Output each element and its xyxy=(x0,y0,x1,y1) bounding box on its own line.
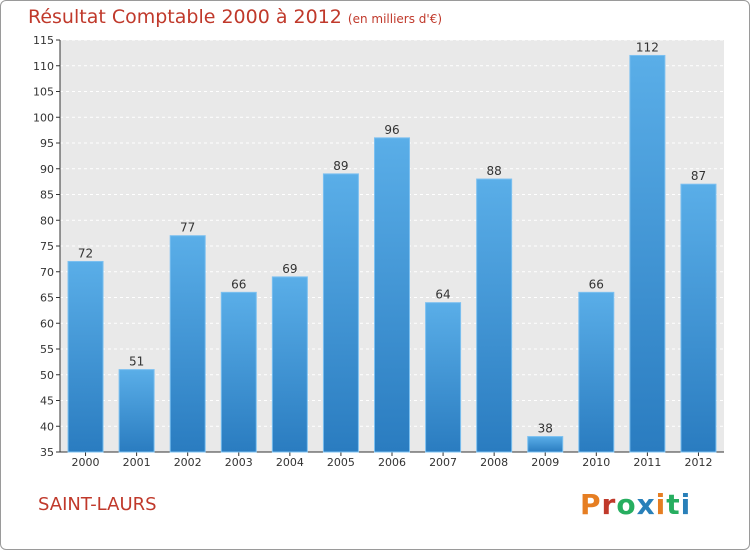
data-label-2009: 38 xyxy=(538,422,553,436)
y-tick-label: 35 xyxy=(40,446,54,459)
x-tick-label-2003: 2003 xyxy=(225,456,253,469)
bar-2007 xyxy=(425,302,462,453)
logo-letter: t xyxy=(666,488,681,521)
data-label-2012: 87 xyxy=(691,169,706,183)
x-tick-label-2010: 2010 xyxy=(582,456,610,469)
bar-2009 xyxy=(527,436,564,453)
y-tick-label: 55 xyxy=(40,343,54,356)
logo-letter: i xyxy=(655,488,667,521)
data-label-2011: 112 xyxy=(636,40,659,54)
chart-title-text: Résultat Comptable 2000 à 2012 xyxy=(28,6,342,28)
data-label-2002: 77 xyxy=(180,221,195,235)
x-tick-label-2008: 2008 xyxy=(480,456,508,469)
data-label-2001: 51 xyxy=(129,355,144,369)
x-tick-label-2005: 2005 xyxy=(327,456,355,469)
logo-letter: i xyxy=(680,488,692,521)
y-tick-label: 80 xyxy=(40,214,54,227)
bar-2000 xyxy=(67,260,104,453)
y-tick-label: 100 xyxy=(33,111,54,124)
x-tick-label-2000: 2000 xyxy=(72,456,100,469)
data-label-2006: 96 xyxy=(384,123,399,137)
y-tick-label: 105 xyxy=(33,86,54,99)
bar-2005 xyxy=(322,173,359,453)
data-label-2004: 69 xyxy=(282,262,297,276)
bar-2003 xyxy=(220,291,257,453)
bar-2012 xyxy=(680,183,717,453)
data-label-2005: 89 xyxy=(333,159,348,173)
bar-2010 xyxy=(578,291,615,453)
y-tick-label: 45 xyxy=(40,395,54,408)
y-tick-label: 85 xyxy=(40,189,54,202)
y-tick-label: 40 xyxy=(40,420,54,433)
y-tick-label: 70 xyxy=(40,266,54,279)
data-label-2007: 64 xyxy=(435,288,450,302)
chart-subtitle: (en milliers d'€) xyxy=(347,12,443,26)
logo-letter: r xyxy=(601,488,617,521)
y-tick-label: 90 xyxy=(40,163,54,176)
data-label-2008: 88 xyxy=(487,164,502,178)
x-tick-label-2006: 2006 xyxy=(378,456,406,469)
x-tick-label-2009: 2009 xyxy=(531,456,559,469)
commune-name: SAINT-LAURS xyxy=(38,494,157,515)
data-label-2003: 66 xyxy=(231,277,246,291)
bar-2006 xyxy=(374,137,410,453)
y-tick-label: 110 xyxy=(33,60,54,73)
bar-2002 xyxy=(169,235,206,453)
x-tick-label-2004: 2004 xyxy=(276,456,304,469)
data-label-2010: 66 xyxy=(589,277,604,291)
x-tick-label-2011: 2011 xyxy=(633,456,661,469)
y-tick-label: 50 xyxy=(40,369,54,382)
bar-2008 xyxy=(476,178,513,453)
bar-2004 xyxy=(271,276,308,453)
y-tick-label: 75 xyxy=(40,240,54,253)
logo-letter: o xyxy=(616,488,637,521)
x-tick-label-2001: 2001 xyxy=(123,456,151,469)
x-tick-label-2002: 2002 xyxy=(174,456,202,469)
bar-2011 xyxy=(629,54,666,453)
chart-title: Résultat Comptable 2000 à 2012 (en millie… xyxy=(28,6,442,28)
y-tick-label: 115 xyxy=(33,34,54,47)
y-tick-label: 95 xyxy=(40,137,54,150)
y-tick-label: 60 xyxy=(40,317,54,330)
proxiti-logo: Proxiti xyxy=(580,488,691,521)
logo-letter: P xyxy=(580,488,602,521)
x-tick-label-2012: 2012 xyxy=(684,456,712,469)
x-tick-label-2007: 2007 xyxy=(429,456,457,469)
y-tick-label: 65 xyxy=(40,292,54,305)
bar-2001 xyxy=(118,369,155,453)
data-label-2000: 72 xyxy=(78,246,93,260)
logo-letter: x xyxy=(636,488,656,521)
